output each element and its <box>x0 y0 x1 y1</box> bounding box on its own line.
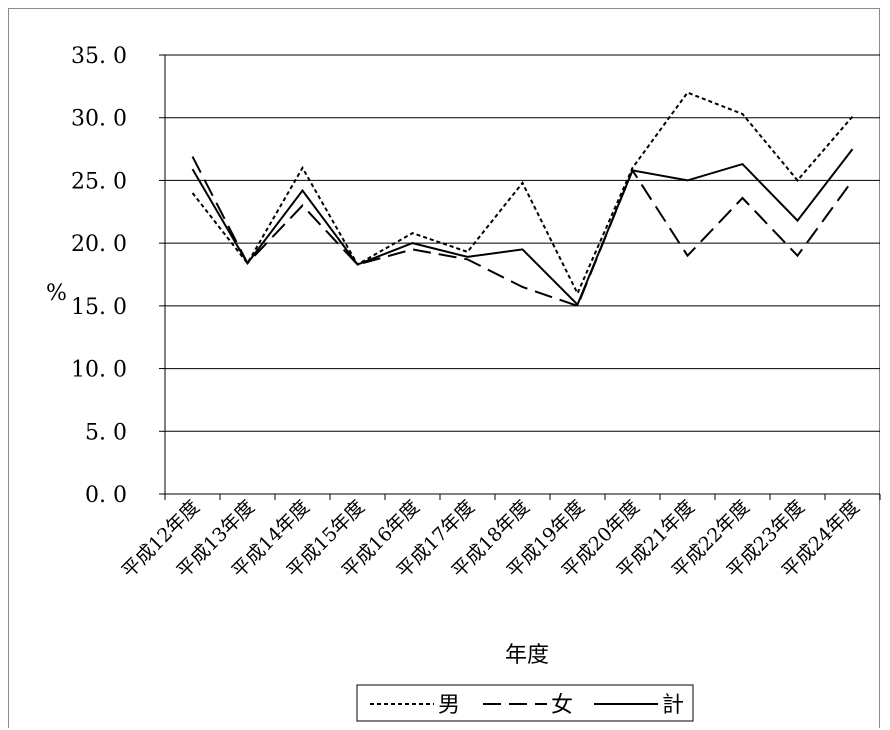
y-tick-label: 5. 0 <box>85 420 127 445</box>
x-tick-labels: 平成12年度平成13年度平成14年度平成15年度平成16年度平成17年度平成18… <box>118 496 864 582</box>
y-tick-label: 10. 0 <box>71 358 127 383</box>
legend-label: 男 <box>438 693 460 718</box>
legend-label: 女 <box>551 693 573 718</box>
y-tick-label: 15. 0 <box>71 295 127 320</box>
legend-label: 計 <box>662 693 684 718</box>
series-line-dotted <box>191 91 854 296</box>
axes <box>164 55 880 495</box>
chart-frame <box>8 8 880 728</box>
y-tick-label: 35. 0 <box>71 44 127 69</box>
y-tick-label: 30. 0 <box>71 107 127 132</box>
y-tick-label: 25. 0 <box>71 169 127 194</box>
y-tick-label: 20. 0 <box>71 232 127 257</box>
series-line-solid <box>191 148 854 307</box>
y-tick-labels: 0. 0 5. 0 10. 0 15. 0 20. 0 25. 0 30. 0 35. 0 <box>71 44 127 508</box>
series-line-dashed <box>191 156 854 308</box>
y-axis-label: % <box>46 281 67 306</box>
gridlines <box>159 54 881 500</box>
y-tick-label: 0. 0 <box>85 483 127 508</box>
legend: 男女計 <box>356 684 694 722</box>
series-lines <box>191 91 854 308</box>
x-axis-label: 年度 <box>505 643 549 668</box>
